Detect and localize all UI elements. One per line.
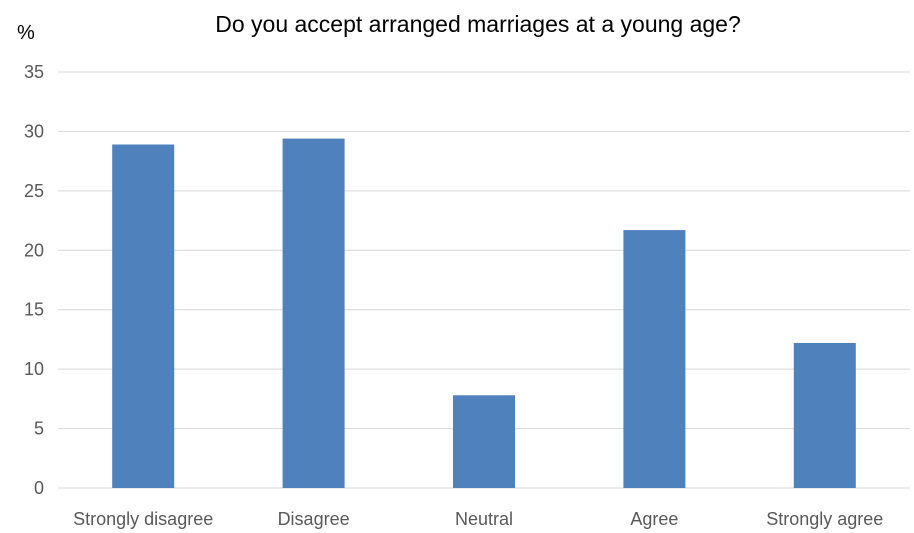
x-tick-label: Neutral <box>455 509 513 529</box>
y-tick-label: 10 <box>24 359 44 379</box>
x-tick-label: Strongly agree <box>766 509 883 529</box>
y-tick-label: 35 <box>24 62 44 82</box>
bar <box>793 342 856 488</box>
gridlines <box>58 71 910 489</box>
x-axis-ticks: Strongly disagree Disagree Neutral Agree Str… <box>73 509 883 529</box>
bars <box>112 138 856 488</box>
bar <box>623 230 686 488</box>
bar <box>453 395 515 488</box>
chart-title: Do you accept arranged marriages at a yo… <box>215 11 741 37</box>
bar <box>112 144 175 488</box>
y-axis-ticks: 0 5 10 15 20 25 30 35 <box>24 62 44 498</box>
y-axis-label: % <box>17 22 35 44</box>
y-tick-label: 30 <box>24 121 44 141</box>
y-tick-label: 20 <box>24 240 44 260</box>
y-tick-label: 5 <box>34 419 44 439</box>
x-tick-label: Agree <box>630 509 678 529</box>
y-tick-label: 15 <box>24 300 44 320</box>
x-tick-label: Strongly disagree <box>73 509 213 529</box>
bar <box>282 138 345 488</box>
y-tick-label: 0 <box>34 478 44 498</box>
x-tick-label: Disagree <box>278 509 350 529</box>
y-tick-label: 25 <box>24 181 44 201</box>
